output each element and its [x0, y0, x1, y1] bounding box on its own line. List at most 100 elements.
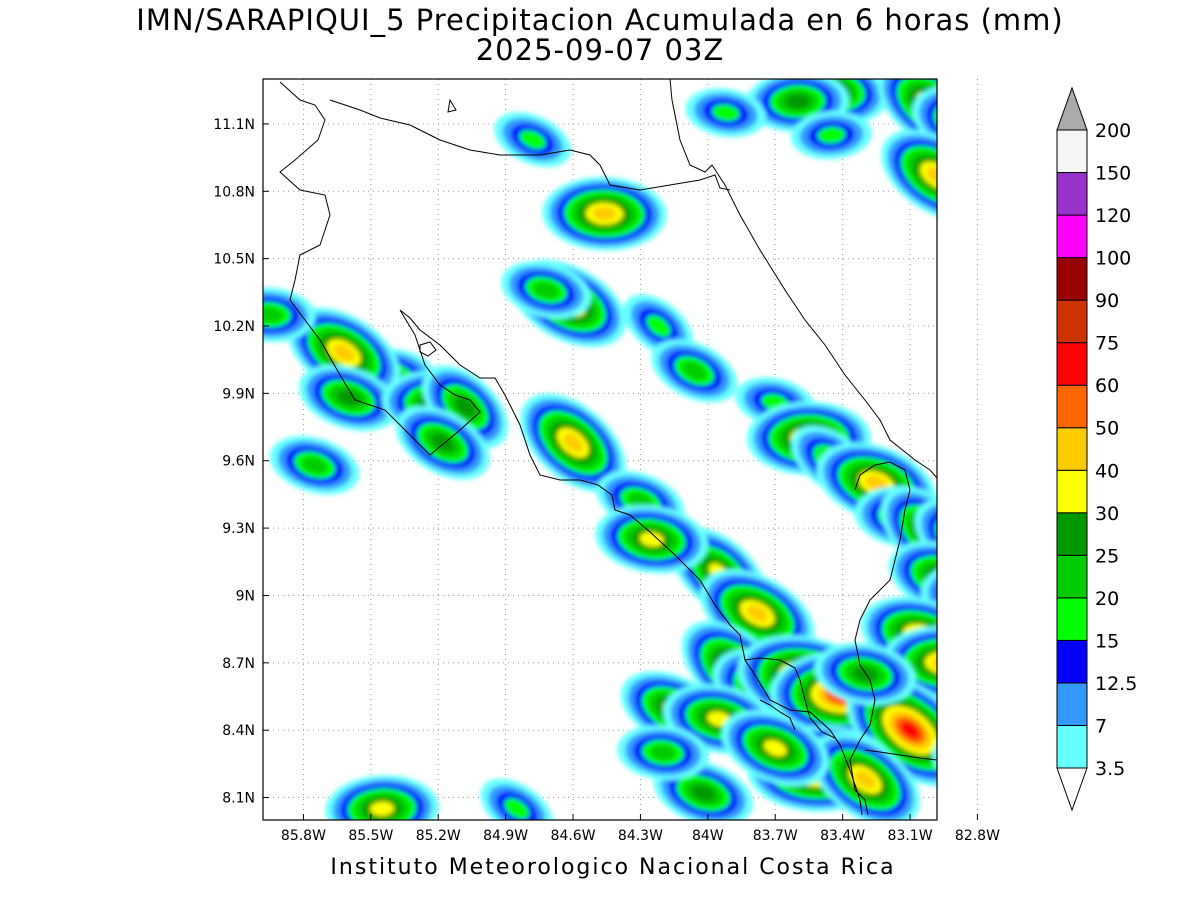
nicaragua-border — [329, 99, 731, 191]
rain-cell — [263, 287, 316, 343]
coastline-and-borders — [279, 79, 937, 816]
colorbar-label: 200 — [1095, 120, 1131, 142]
map-title: IMN/SARAPIQUI_5 Precipitacion Acumulada … — [136, 3, 1064, 37]
colorbar-box — [1056, 639, 1088, 684]
lat-tick-label: 11.1N — [213, 117, 255, 133]
rain-cell — [501, 261, 591, 319]
lake-island — [447, 98, 457, 113]
rain-contour — [785, 94, 811, 109]
rain-contour — [947, 638, 1044, 724]
lat-tick-label: 9.3N — [222, 521, 255, 537]
rain-contour — [852, 666, 878, 682]
rain-contour — [533, 281, 559, 299]
panama-border — [849, 461, 911, 816]
lon-tick-label: 84.6W — [551, 828, 596, 844]
rain-contour — [639, 532, 664, 547]
colorbar-label: 100 — [1095, 248, 1131, 270]
rain-cell — [325, 775, 439, 820]
rain-cell — [542, 176, 667, 251]
rain-contour — [817, 126, 846, 144]
colorbar-box — [1056, 214, 1088, 259]
colorbar-box — [1056, 469, 1088, 514]
colorbar-label: 150 — [1095, 163, 1131, 185]
rain-cell — [270, 435, 360, 495]
rain-contour — [982, 668, 1010, 693]
lon-tick-label: 84.3W — [618, 828, 663, 844]
rain-cell — [790, 111, 872, 160]
colorbar-box — [1056, 342, 1088, 386]
colorbar-box — [1056, 257, 1088, 301]
lon-tick-label: 83.4W — [820, 828, 865, 844]
rain-cell — [814, 642, 916, 706]
rain-contour — [924, 651, 937, 674]
rain-contour — [928, 566, 937, 625]
rain-cell — [685, 88, 766, 138]
colorbar-box — [1056, 129, 1088, 174]
bocas-coast — [864, 749, 937, 761]
lon-tick-label: 84.9W — [483, 828, 528, 844]
map-frame — [262, 78, 938, 821]
rain-cell — [932, 718, 1040, 787]
rain-cells — [263, 79, 1044, 820]
lon-tick-label: 82.8W — [955, 828, 1000, 844]
colorbar-label: 50 — [1095, 418, 1119, 440]
colorbar-label: 12.5 — [1095, 673, 1137, 695]
nicaragua-coast-west — [279, 81, 863, 816]
caribbean-coast — [711, 164, 937, 479]
colorbar-box — [1056, 682, 1088, 726]
rain-cell — [298, 364, 398, 432]
nicaragua-southeast-coast — [669, 79, 713, 173]
lon-tick-label: 84W — [692, 828, 724, 844]
rain-contour — [763, 740, 787, 757]
rain-contour — [431, 433, 455, 452]
rain-contour — [592, 206, 617, 221]
rain-contour — [937, 719, 1040, 786]
colorbar-label: 7 — [1095, 715, 1107, 737]
lat-tick-label: 10.8N — [213, 184, 255, 200]
lat-tick-label: 8.1N — [222, 791, 255, 807]
rain-contour — [952, 527, 980, 551]
rain-contour — [932, 718, 937, 787]
rain-contour — [370, 801, 394, 816]
lon-tick-label: 85.5W — [348, 828, 393, 844]
rain-contour — [746, 605, 768, 622]
lat-tick-label: 9.9N — [222, 386, 255, 402]
colorbar-box — [1056, 427, 1088, 471]
rain-contour — [953, 729, 1025, 776]
colorbar-label: 20 — [1095, 588, 1119, 610]
lat-tick-label: 8.4N — [222, 723, 255, 739]
rain-contour — [649, 744, 676, 761]
rain-contour — [933, 101, 937, 147]
colorbar-box — [1056, 597, 1088, 641]
rain-contour — [333, 344, 355, 362]
colorbar-label: 15 — [1095, 630, 1119, 652]
lat-tick-label: 8.7N — [222, 656, 255, 672]
lon-tick-label: 83.7W — [753, 828, 798, 844]
colorbar-label: 90 — [1095, 290, 1119, 312]
colorbar-box — [1056, 384, 1088, 429]
rain-contour — [944, 519, 989, 559]
colorbar-box — [1056, 299, 1088, 344]
rain-contour — [952, 113, 979, 135]
rain-contour — [454, 396, 476, 417]
lon-tick-label: 83.1W — [888, 828, 933, 844]
rain-contour — [900, 721, 920, 739]
rain-contour — [682, 361, 707, 380]
rain-contour — [973, 661, 1018, 701]
rain-contour — [563, 433, 583, 452]
colorbar-under-triangle — [1056, 767, 1088, 812]
rain-cell — [617, 725, 709, 781]
colorbar-box — [1056, 512, 1088, 556]
lat-tick-label: 10.5N — [213, 252, 255, 268]
colorbar-label: 25 — [1095, 545, 1119, 567]
rain-contour — [926, 167, 937, 185]
rain-contour — [935, 570, 937, 621]
osa-peninsula — [744, 657, 841, 746]
colorbar-label: 40 — [1095, 460, 1119, 482]
lat-tick-label: 9.6N — [222, 454, 255, 470]
rain-contour — [934, 514, 937, 565]
rain-cell — [810, 732, 920, 820]
rain-contour — [504, 798, 530, 820]
colorbar-label: 60 — [1095, 375, 1119, 397]
